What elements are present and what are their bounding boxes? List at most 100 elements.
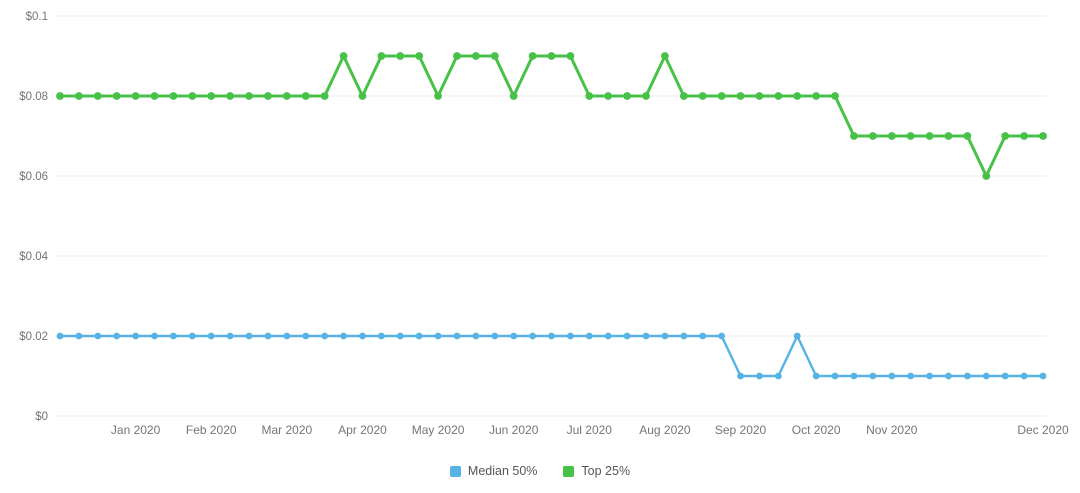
x-axis-tick-label: Apr 2020 bbox=[338, 423, 387, 437]
series-point-median-50- bbox=[812, 372, 820, 380]
series-point-top-25- bbox=[453, 52, 461, 60]
series-point-median-50- bbox=[132, 332, 140, 340]
series-point-top-25- bbox=[358, 92, 367, 100]
y-axis-tick-label: $0.1 bbox=[26, 11, 48, 23]
series-point-median-50- bbox=[75, 332, 83, 340]
series-point-median-50- bbox=[548, 332, 555, 340]
series-point-top-25- bbox=[226, 92, 235, 100]
series-point-median-50- bbox=[888, 372, 896, 380]
y-axis-tick-label: $0.04 bbox=[19, 251, 48, 263]
series-point-top-25- bbox=[755, 92, 764, 100]
series-point-top-25- bbox=[661, 52, 669, 60]
x-axis-tick-label: Jul 2020 bbox=[567, 423, 613, 437]
series-point-median-50- bbox=[926, 372, 933, 380]
x-axis-tick-label: Aug 2020 bbox=[639, 423, 691, 437]
series-point-top-25- bbox=[642, 92, 650, 100]
series-point-median-50- bbox=[188, 332, 196, 340]
series-point-top-25- bbox=[774, 92, 783, 100]
series-point-top-25- bbox=[282, 92, 291, 100]
x-axis-tick-label: Nov 2020 bbox=[866, 423, 918, 437]
series-point-median-50- bbox=[510, 332, 518, 340]
series-point-top-25- bbox=[377, 52, 386, 60]
series-point-top-25- bbox=[264, 92, 272, 100]
x-axis-tick-label: Sep 2020 bbox=[715, 423, 767, 437]
series-point-median-50- bbox=[661, 332, 669, 340]
series-point-top-25- bbox=[169, 92, 178, 100]
series-point-top-25- bbox=[131, 92, 140, 100]
legend-swatch-top-25-icon bbox=[563, 465, 575, 477]
series-point-median-50- bbox=[113, 332, 121, 340]
series-point-median-50- bbox=[226, 332, 234, 340]
series-point-median-50- bbox=[869, 372, 877, 380]
series-point-median-50- bbox=[321, 332, 329, 340]
series-point-top-25- bbox=[944, 132, 953, 140]
series-point-median-50- bbox=[1020, 372, 1028, 380]
y-axis-tick-label: $0 bbox=[35, 411, 48, 423]
series-point-top-25- bbox=[434, 92, 442, 100]
series-point-top-25- bbox=[75, 92, 83, 100]
series-point-top-25- bbox=[604, 92, 613, 100]
series-point-top-25- bbox=[93, 92, 102, 100]
series-point-top-25- bbox=[188, 92, 197, 100]
series-point-median-50- bbox=[831, 372, 839, 380]
series-point-top-25- bbox=[1020, 132, 1028, 140]
chart-canvas: $0 $0.02 $0.04 $0.06 $0.08 $0.1 Jan 2020 Feb 20… bbox=[19, 11, 1069, 437]
series-point-top-25- bbox=[906, 132, 915, 140]
series-point-median-50- bbox=[283, 332, 291, 340]
series-point-top-25- bbox=[698, 92, 707, 100]
y-axis-tick-label: $0.08 bbox=[19, 91, 48, 103]
series-point-median-50- bbox=[585, 332, 593, 340]
series-point-median-50- bbox=[151, 332, 158, 340]
series-line-median-50- bbox=[58, 334, 1045, 378]
series-point-median-50- bbox=[945, 372, 952, 380]
series-point-top-25- bbox=[1039, 132, 1047, 140]
series-point-top-25- bbox=[301, 92, 310, 100]
x-axis-tick-label: Jun 2020 bbox=[489, 423, 539, 437]
series-point-top-25- bbox=[566, 52, 575, 60]
series-point-top-25- bbox=[320, 92, 329, 100]
series-point-median-50- bbox=[1001, 372, 1009, 380]
series-point-median-50- bbox=[718, 332, 726, 340]
legend-item-top-25[interactable]: Top 25% bbox=[563, 464, 630, 478]
series-point-median-50- bbox=[529, 332, 536, 340]
series-point-top-25- bbox=[150, 92, 159, 100]
series-point-median-50- bbox=[207, 332, 215, 340]
series-point-median-50- bbox=[94, 332, 102, 340]
series-point-top-25- bbox=[339, 52, 348, 60]
series-line-top-25- bbox=[58, 54, 1045, 178]
series-point-median-50- bbox=[245, 332, 253, 340]
series-point-median-50- bbox=[793, 332, 801, 340]
series-point-median-50- bbox=[1039, 372, 1047, 380]
series-point-top-25- bbox=[925, 132, 934, 140]
series-point-top-25- bbox=[415, 52, 424, 60]
series-point-median-50- bbox=[302, 332, 310, 340]
series-point-median-50- bbox=[699, 332, 707, 340]
series-point-median-50- bbox=[680, 332, 688, 340]
series-point-median-50- bbox=[737, 372, 744, 380]
series-point-median-50- bbox=[56, 332, 64, 340]
x-axis-tick-label: Dec 2020 bbox=[1017, 423, 1069, 437]
series-point-median-50- bbox=[264, 332, 272, 340]
series-point-top-25- bbox=[793, 92, 802, 100]
legend-label-top-25: Top 25% bbox=[581, 464, 631, 478]
legend-swatch-median-50-icon bbox=[449, 465, 461, 477]
series-point-top-25- bbox=[585, 92, 594, 100]
series-point-median-50- bbox=[604, 332, 612, 340]
series-point-top-25- bbox=[509, 92, 518, 100]
series-point-top-25- bbox=[56, 92, 64, 100]
series-point-top-25- bbox=[245, 92, 253, 100]
series-point-top-25- bbox=[717, 92, 726, 100]
series-point-median-50- bbox=[377, 332, 385, 340]
y-axis-tick-label: $0.06 bbox=[19, 171, 48, 183]
legend-item-median-50[interactable]: Median 50% bbox=[449, 464, 537, 478]
y-axis-tick-label: $0.02 bbox=[19, 331, 48, 343]
series-point-top-25- bbox=[1001, 132, 1010, 140]
x-axis-tick-label: Feb 2020 bbox=[186, 423, 237, 437]
series-point-top-25- bbox=[490, 52, 499, 60]
series-point-median-50- bbox=[170, 332, 177, 340]
x-axis-tick-label: Mar 2020 bbox=[261, 423, 312, 437]
series-point-top-25- bbox=[850, 132, 858, 140]
series-point-median-50- bbox=[340, 332, 347, 340]
series-point-top-25- bbox=[831, 92, 839, 100]
